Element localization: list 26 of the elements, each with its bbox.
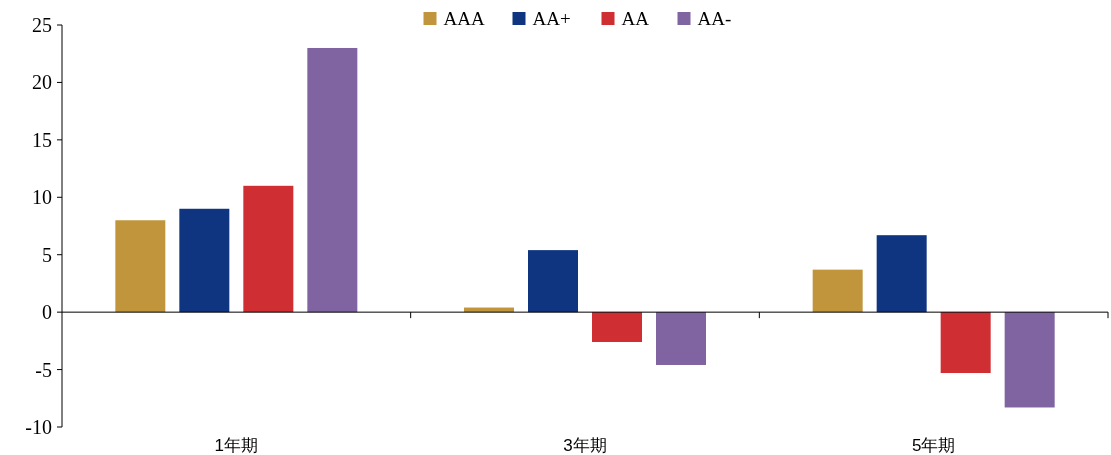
x-tick-label: 5年期 — [911, 436, 956, 455]
bar — [1004, 312, 1055, 408]
y-tick-label: 5 — [42, 243, 52, 266]
y-tick-label: -10 — [25, 416, 52, 438]
y-tick-label: 25 — [32, 14, 52, 36]
bar — [940, 312, 991, 374]
legend-label: AA+ — [532, 8, 571, 29]
legend-label: AA- — [697, 8, 732, 29]
x-tick-label: 3年期 — [563, 436, 607, 455]
bar — [179, 208, 230, 313]
bar — [592, 312, 642, 343]
bar — [115, 220, 166, 313]
bar — [876, 235, 927, 313]
bar — [656, 312, 706, 365]
bar — [812, 269, 863, 313]
y-tick-label: 20 — [32, 71, 52, 94]
bar — [243, 185, 294, 313]
y-tick-label: 0 — [42, 301, 52, 324]
bar — [307, 47, 358, 313]
bar — [528, 250, 578, 313]
x-tick-label: 1年期 — [214, 436, 259, 455]
y-tick-label: 15 — [32, 128, 52, 151]
legend-label: AAA — [443, 8, 485, 29]
y-tick-label: -5 — [35, 358, 52, 381]
legend-label: AA — [621, 8, 650, 29]
y-tick-label: 10 — [32, 186, 52, 209]
